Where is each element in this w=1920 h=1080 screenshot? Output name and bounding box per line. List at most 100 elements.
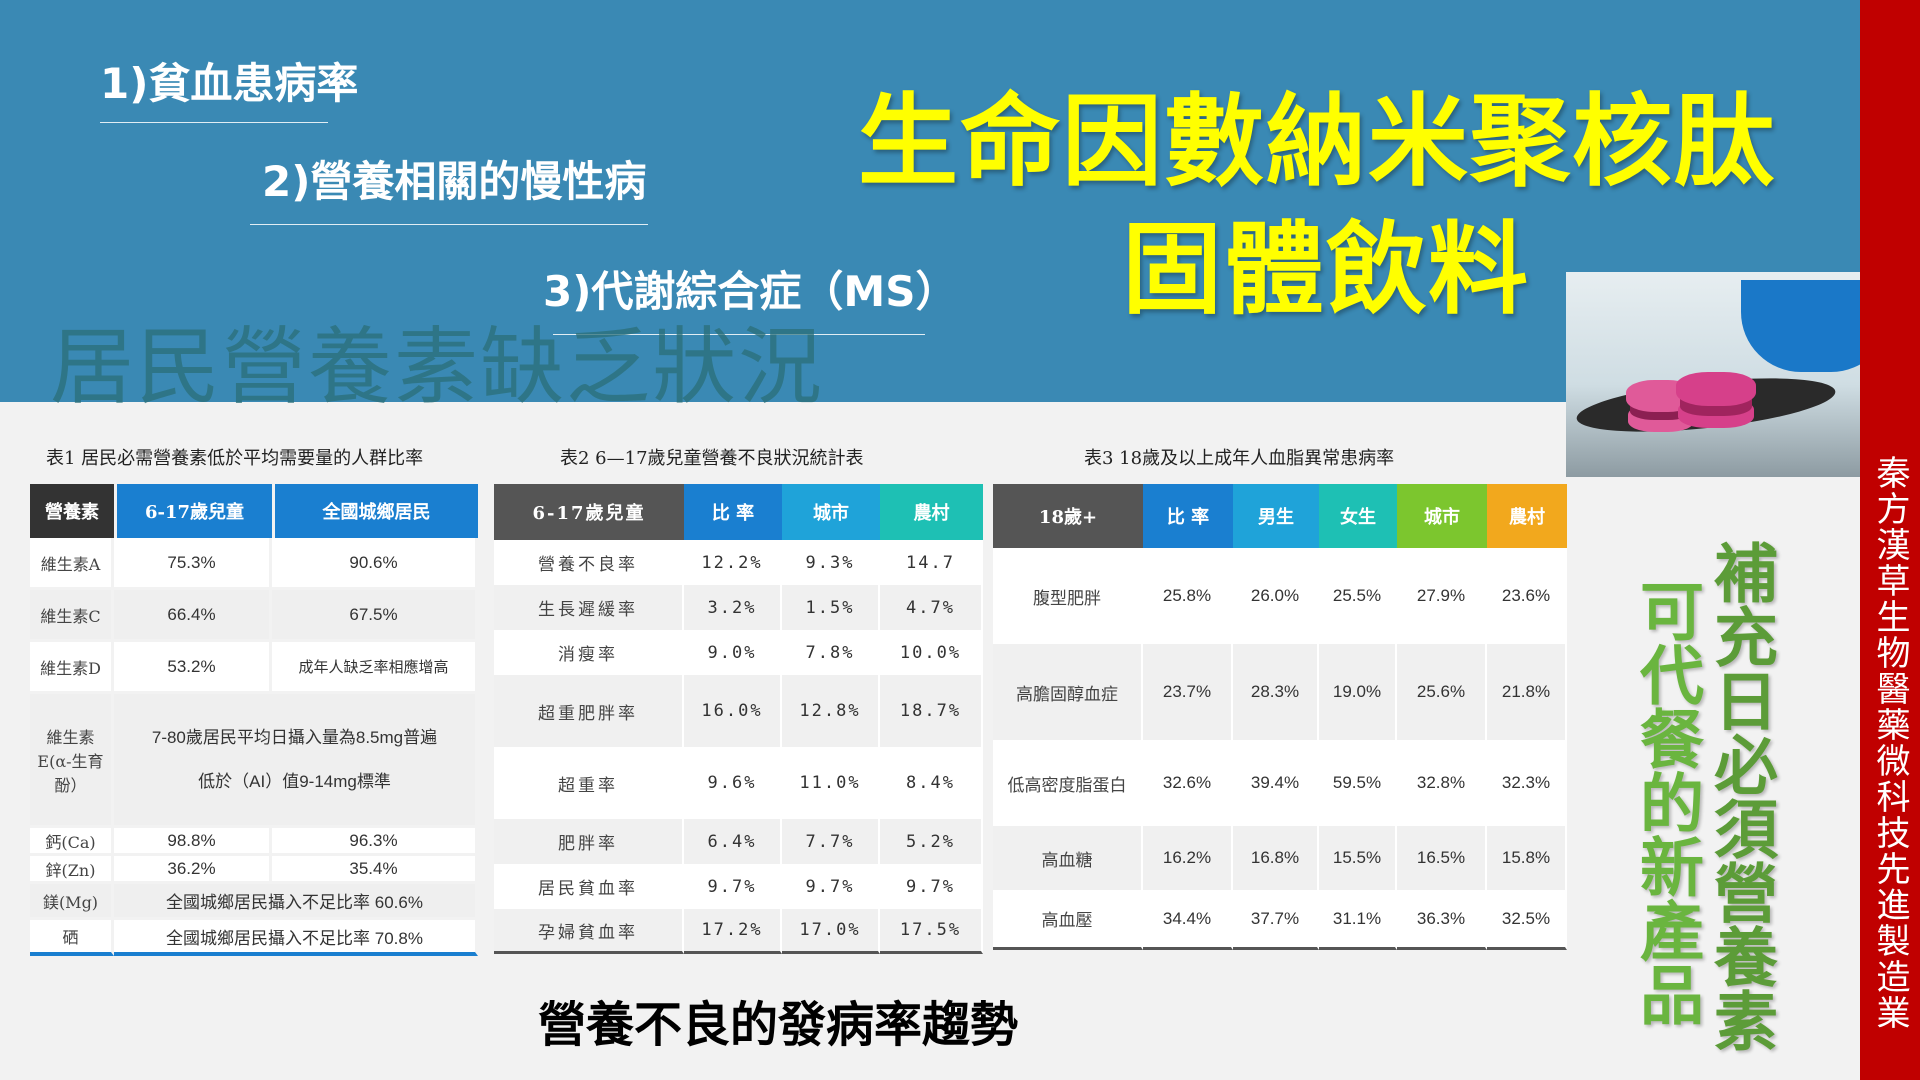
table-cell: 全國城鄉居民攝入不足比率 70.8% <box>114 920 478 956</box>
table-cell: 9.7% <box>880 864 983 909</box>
table-cell: 維生素C <box>30 590 114 642</box>
table-cell: 高膽固醇血症 <box>993 644 1143 740</box>
table-cell: 90.6% <box>272 538 478 590</box>
product-title-line2: 固體飲料 <box>1122 211 1530 328</box>
table2-header-cell: 6-17歲兒童 <box>494 484 684 540</box>
table1: 營養素 6-17歲兒童 全國城鄉居民 維生素A 75.3% 90.6% 維生素C… <box>30 484 478 956</box>
table-row: 維生素E(α-生育酚） 7-80歲居民平均日攝入量為8.5mg普遍 低於（AI）… <box>30 694 478 828</box>
table-cell: 7.7% <box>782 819 880 864</box>
table-cell: 12.8% <box>782 675 880 747</box>
table-cell: 1.5% <box>782 585 880 630</box>
table-row: 高血糖 16.2% 16.8% 15.5% 16.5% 15.8% <box>993 826 1567 890</box>
table-cell: 53.2% <box>114 642 272 694</box>
table-cell: 26.0% <box>1233 548 1319 644</box>
table-cell: 37.7% <box>1233 890 1319 950</box>
table-cell: 高血糖 <box>993 826 1143 890</box>
table-cell: 鋅(Zn) <box>30 856 114 884</box>
table-cell: 生長遲緩率 <box>494 585 684 630</box>
table-row: 超重肥胖率 16.0% 12.8% 18.7% <box>494 675 983 747</box>
table-cell: 11.0% <box>782 747 880 819</box>
table-cell: 維生素E(α-生育酚） <box>30 694 114 828</box>
table-cell: 39.4% <box>1233 740 1319 826</box>
table-cell: 6.4% <box>684 819 782 864</box>
table-cell: 19.0% <box>1319 644 1397 740</box>
issue-3-underline <box>553 334 925 335</box>
table-row: 高膽固醇血症 23.7% 28.3% 19.0% 25.6% 21.8% <box>993 644 1567 740</box>
table-row: 腹型肥胖 25.8% 26.0% 25.5% 27.9% 23.6% <box>993 548 1567 644</box>
table-cell: 9.0% <box>684 630 782 675</box>
table-cell: 鈣(Ca) <box>30 828 114 856</box>
table-row: 肥胖率 6.4% 7.7% 5.2% <box>494 819 983 864</box>
table-row: 居民貧血率 9.7% 9.7% 9.7% <box>494 864 983 909</box>
table3-header-row: 18歲+ 比 率 男生 女生 城市 農村 <box>993 484 1567 548</box>
table-cell: 67.5% <box>272 590 478 642</box>
table-cell: 全國城鄉居民攝入不足比率 60.6% <box>114 884 478 920</box>
table-cell: 16.5% <box>1397 826 1487 890</box>
macaron-photo <box>1566 272 1860 477</box>
table-cell: 59.5% <box>1319 740 1397 826</box>
table-cell: 17.0% <box>782 909 880 954</box>
header-band <box>0 0 1860 402</box>
table-cell: 32.3% <box>1487 740 1567 826</box>
table-cell: 成年人缺乏率相應增高 <box>272 642 478 694</box>
table3-header-cell: 城市 <box>1397 484 1487 548</box>
product-title-line1: 生命因數納米聚核肽 <box>858 83 1776 200</box>
table-cell: 孕婦貧血率 <box>494 909 684 954</box>
side-bar <box>1860 0 1920 1080</box>
table-cell: 硒 <box>30 920 114 956</box>
ghost-title: 居民營養素缺乏狀況 <box>50 318 825 416</box>
table-cell: 35.4% <box>272 856 478 884</box>
table-cell: 31.1% <box>1319 890 1397 950</box>
table-row: 高血壓 34.4% 37.7% 31.1% 36.3% 32.5% <box>993 890 1567 950</box>
table-cell: 32.6% <box>1143 740 1233 826</box>
table-cell: 9.7% <box>684 864 782 909</box>
table-cell: 25.8% <box>1143 548 1233 644</box>
table1-header-cell: 營養素 <box>30 484 114 538</box>
table-cell: 維生素D <box>30 642 114 694</box>
table-cell: 15.8% <box>1487 826 1567 890</box>
table-row: 維生素C 66.4% 67.5% <box>30 590 478 642</box>
table-row: 超重率 9.6% 11.0% 8.4% <box>494 747 983 819</box>
table1-caption: 表1 居民必需營養素低於平均需要量的人群比率 <box>46 448 424 469</box>
table-row: 消瘦率 9.0% 7.8% 10.0% <box>494 630 983 675</box>
table-cell: 7.8% <box>782 630 880 675</box>
table-cell: 17.5% <box>880 909 983 954</box>
table-cell: 17.2% <box>684 909 782 954</box>
table-cell: 23.7% <box>1143 644 1233 740</box>
table3-header-cell: 女生 <box>1319 484 1397 548</box>
table3-header-cell: 農村 <box>1487 484 1567 548</box>
table-row: 維生素D 53.2% 成年人缺乏率相應增高 <box>30 642 478 694</box>
company-name: 秦方漢草生物醫藥微科技先進製造業 <box>1870 455 1910 1031</box>
issue-1: 1)貧血患病率 <box>100 59 359 108</box>
table-row: 低高密度脂蛋白 32.6% 39.4% 59.5% 32.8% 32.3% <box>993 740 1567 826</box>
issue-3: 3)代謝綜合症（MS） <box>543 267 958 316</box>
table2-header-row: 6-17歲兒童 比 率 城市 農村 <box>494 484 983 540</box>
trend-title: 營養不良的發病率趨勢 <box>538 997 1019 1053</box>
table-cell: 12.2% <box>684 540 782 585</box>
table-cell: 16.2% <box>1143 826 1233 890</box>
table-cell: 36.3% <box>1397 890 1487 950</box>
table1-header-row: 營養素 6-17歲兒童 全國城鄉居民 <box>30 484 478 538</box>
table-row: 維生素A 75.3% 90.6% <box>30 538 478 590</box>
table-cell: 9.3% <box>782 540 880 585</box>
table-cell: 9.6% <box>684 747 782 819</box>
macaron-shape <box>1676 372 1756 406</box>
table-cell: 居民貧血率 <box>494 864 684 909</box>
table-row: 生長遲緩率 3.2% 1.5% 4.7% <box>494 585 983 630</box>
table2-header-cell: 比 率 <box>684 484 782 540</box>
table2-header-cell: 農村 <box>880 484 983 540</box>
table-cell: 16.0% <box>684 675 782 747</box>
table-cell: 34.4% <box>1143 890 1233 950</box>
table-cell: 7-80歲居民平均日攝入量為8.5mg普遍 低於（AI）值9-14mg標準 <box>114 694 478 828</box>
table-cell: 肥胖率 <box>494 819 684 864</box>
table3-caption: 表3 18歲及以上成年人血脂異常患病率 <box>1084 448 1395 469</box>
table-cell: 超重率 <box>494 747 684 819</box>
table-cell: 4.7% <box>880 585 983 630</box>
table3-header-cell: 男生 <box>1233 484 1319 548</box>
table-cell: 腹型肥胖 <box>993 548 1143 644</box>
table-cell: 15.5% <box>1319 826 1397 890</box>
table3: 18歲+ 比 率 男生 女生 城市 農村 腹型肥胖 25.8% 26.0% 25… <box>993 484 1567 950</box>
table-row: 營養不良率 12.2% 9.3% 14.7 <box>494 540 983 585</box>
table1-header-cell: 6-17歲兒童 <box>114 484 272 538</box>
table-cell: 32.5% <box>1487 890 1567 950</box>
